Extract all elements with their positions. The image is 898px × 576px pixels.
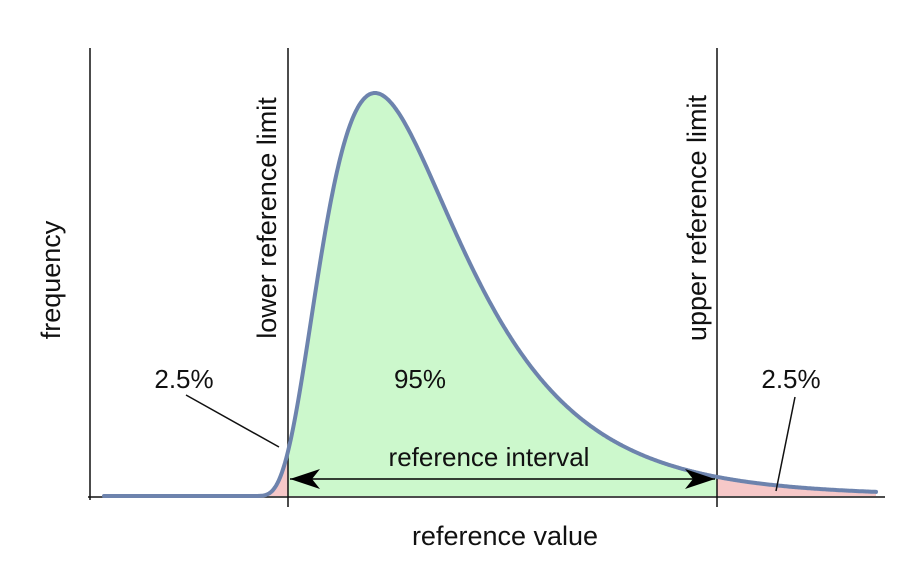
right-tail-percent: 2.5%	[761, 364, 820, 394]
x-axis-label: reference value	[412, 521, 598, 551]
center-region	[288, 93, 717, 496]
center-percent: 95%	[394, 364, 446, 394]
y-axis-label: frequency	[36, 220, 66, 339]
distribution-curve	[102, 91, 878, 498]
reference-interval-label: reference interval	[389, 442, 590, 472]
lower-limit-label: lower reference limit	[252, 97, 282, 339]
upper-limit-label: upper reference limit	[682, 94, 712, 341]
left-tail-percent: 2.5%	[154, 364, 213, 394]
left-tail-leader	[185, 394, 280, 448]
right-tail-leader	[775, 396, 796, 492]
